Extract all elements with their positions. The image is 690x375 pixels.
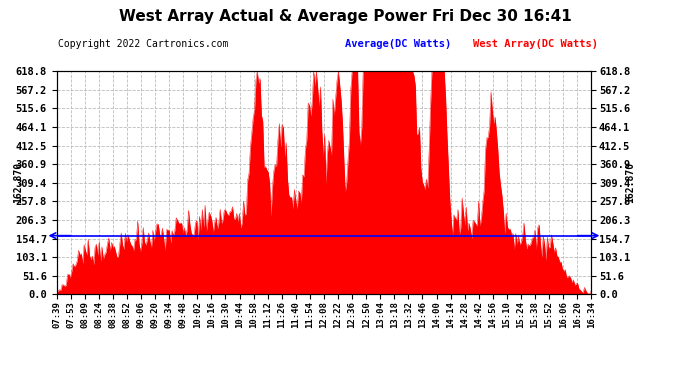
Text: Average(DC Watts): Average(DC Watts)	[345, 39, 451, 50]
Text: West Array Actual & Average Power Fri Dec 30 16:41: West Array Actual & Average Power Fri De…	[119, 9, 571, 24]
Text: 162.870: 162.870	[625, 162, 635, 203]
Text: West Array(DC Watts): West Array(DC Watts)	[473, 39, 598, 50]
Text: Copyright 2022 Cartronics.com: Copyright 2022 Cartronics.com	[58, 39, 228, 50]
Text: 162.870: 162.870	[13, 162, 23, 203]
